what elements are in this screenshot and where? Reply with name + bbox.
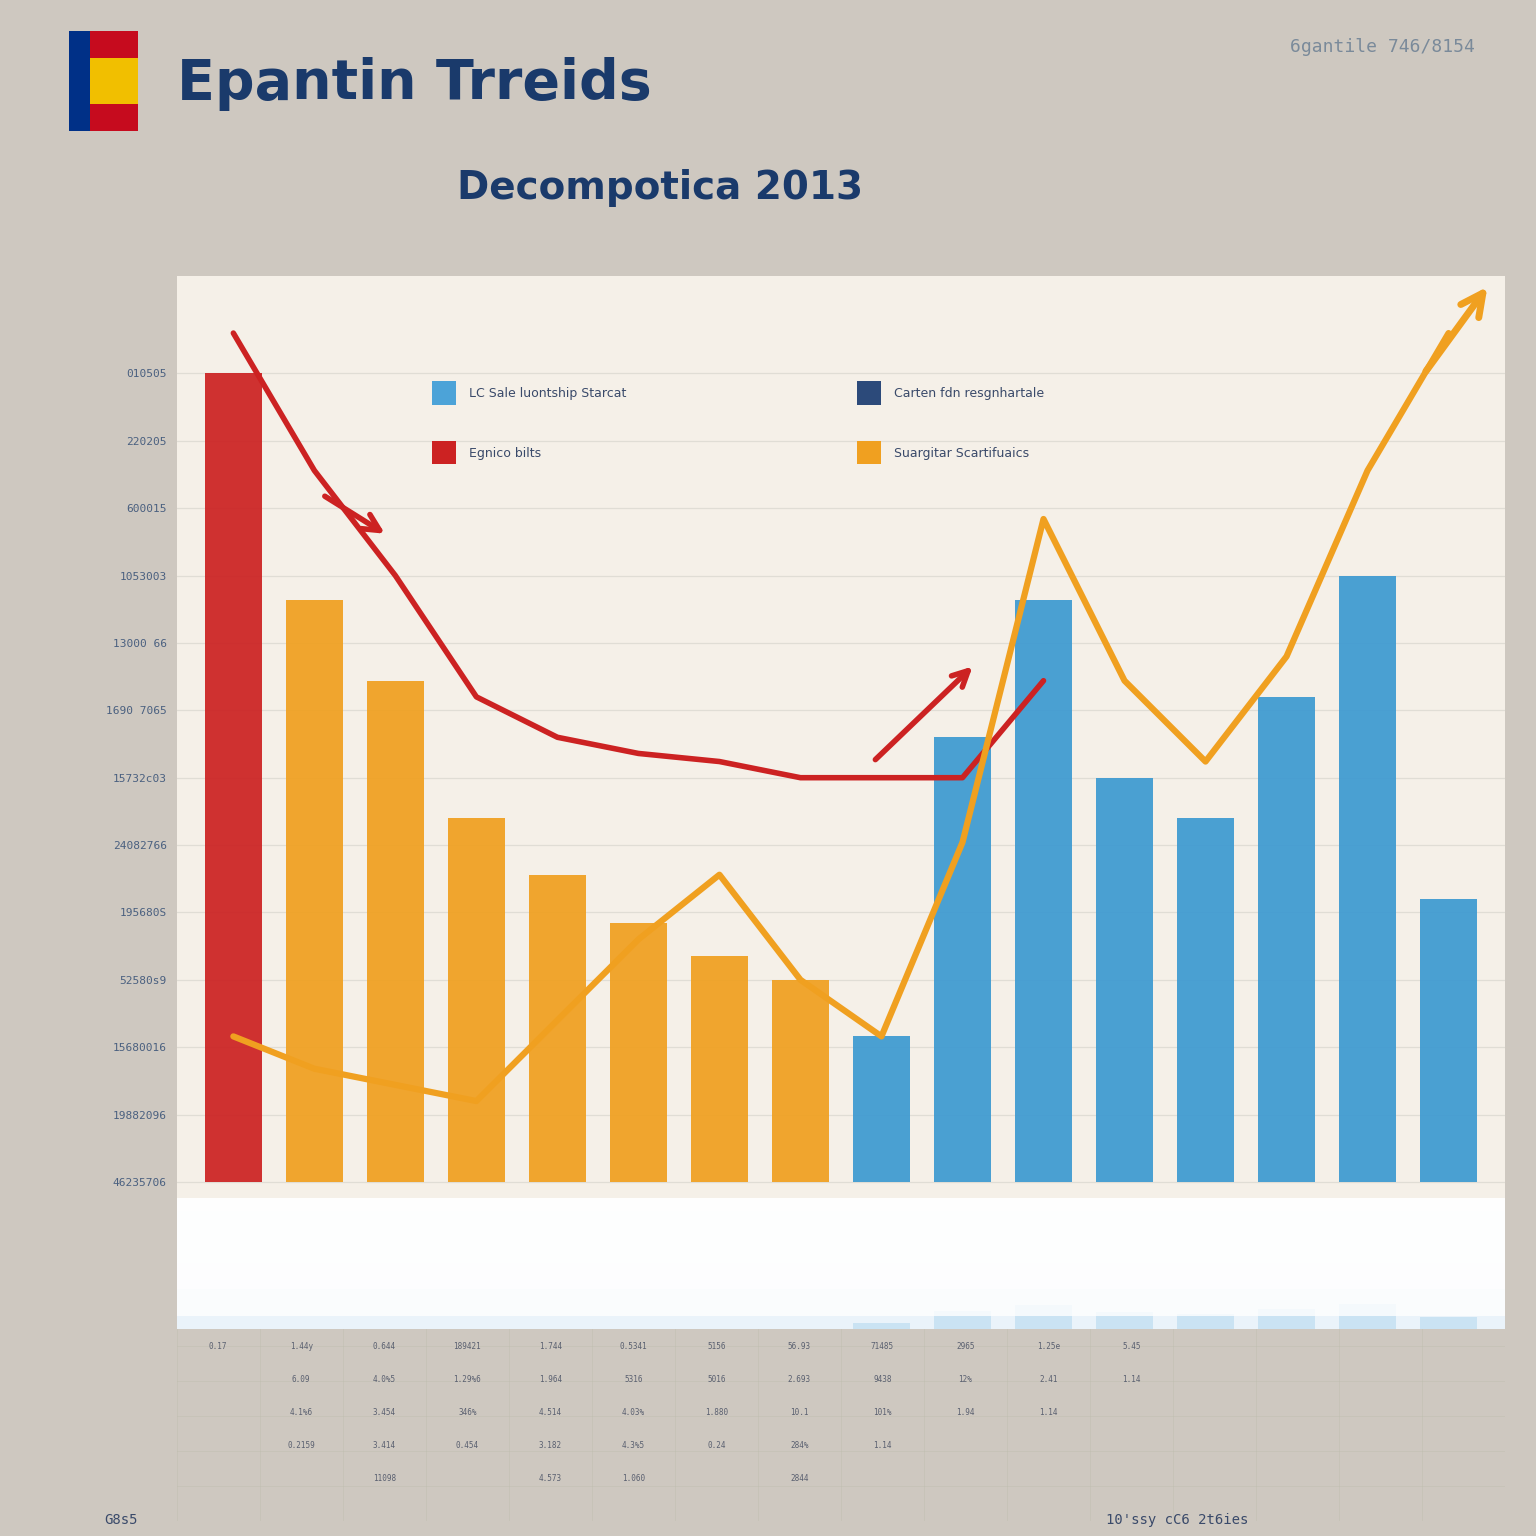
Bar	[610, 923, 667, 1181]
Bar	[773, 980, 829, 1181]
Bar	[857, 381, 880, 404]
Text: 0.454: 0.454	[456, 1441, 479, 1450]
Bar	[1339, 1304, 1396, 1329]
Bar	[1097, 777, 1154, 1181]
Text: 1.29%6: 1.29%6	[453, 1375, 481, 1384]
Text: 1.94: 1.94	[957, 1409, 975, 1416]
Text: 1.14: 1.14	[874, 1441, 892, 1450]
Text: 10.1: 10.1	[790, 1409, 808, 1416]
Text: LC Sale luontship Starcat: LC Sale luontship Starcat	[468, 387, 627, 399]
Bar	[1339, 576, 1396, 1181]
Text: 284%: 284%	[790, 1441, 808, 1450]
Bar	[177, 1198, 1536, 1238]
Bar	[1097, 1312, 1154, 1329]
Text: 6gantile 746/8154: 6gantile 746/8154	[1290, 38, 1475, 55]
Text: 9438: 9438	[874, 1375, 892, 1384]
Text: 6.09: 6.09	[292, 1375, 310, 1384]
Bar	[1258, 1309, 1315, 1329]
Bar	[204, 373, 261, 1181]
Text: 71485: 71485	[871, 1341, 894, 1350]
Text: 3.454: 3.454	[373, 1409, 396, 1416]
Text: 5.45: 5.45	[1123, 1341, 1141, 1350]
Text: 2844: 2844	[790, 1475, 808, 1484]
Bar	[69, 31, 89, 131]
Text: 2.41: 2.41	[1040, 1375, 1058, 1384]
Bar	[449, 819, 505, 1181]
Text: 4.573: 4.573	[539, 1475, 562, 1484]
Bar	[852, 1037, 909, 1181]
Bar	[1015, 1306, 1072, 1329]
Text: 1.744: 1.744	[539, 1341, 562, 1350]
Text: 4.3%5: 4.3%5	[622, 1441, 645, 1450]
Bar	[1421, 899, 1478, 1181]
Text: 10'ssy cC6 2t6ies: 10'ssy cC6 2t6ies	[1106, 1513, 1249, 1527]
Text: Decompotica 2013: Decompotica 2013	[458, 169, 863, 207]
Bar	[1258, 697, 1315, 1181]
Text: 56.93: 56.93	[788, 1341, 811, 1350]
Text: 1.44y: 1.44y	[290, 1341, 313, 1350]
Text: 1.880: 1.880	[705, 1409, 728, 1416]
Text: 0.5341: 0.5341	[619, 1341, 647, 1350]
Text: G8s5: G8s5	[104, 1513, 138, 1527]
Text: 0.2159: 0.2159	[287, 1441, 315, 1450]
Text: 4.514: 4.514	[539, 1409, 562, 1416]
Bar	[1421, 1318, 1478, 1329]
Text: 5316: 5316	[624, 1375, 642, 1384]
Text: 2.693: 2.693	[788, 1375, 811, 1384]
Text: Egnico bilts: Egnico bilts	[468, 447, 541, 459]
Bar	[528, 874, 585, 1181]
Text: 1.25e: 1.25e	[1037, 1341, 1060, 1350]
Text: Epantin Trreids: Epantin Trreids	[177, 57, 651, 111]
Text: 1.060: 1.060	[622, 1475, 645, 1484]
Text: 346%: 346%	[458, 1409, 476, 1416]
Bar	[69, 58, 138, 104]
Text: 1.964: 1.964	[539, 1375, 562, 1384]
Text: Suargitar Scartifuaics: Suargitar Scartifuaics	[894, 447, 1029, 459]
Text: 4.0%5: 4.0%5	[373, 1375, 396, 1384]
Bar	[857, 441, 880, 464]
Text: 3.182: 3.182	[539, 1441, 562, 1450]
Text: 0.17: 0.17	[209, 1341, 227, 1350]
Bar	[432, 381, 456, 404]
Text: Carten fdn resgnhartale: Carten fdn resgnhartale	[894, 387, 1044, 399]
Text: 1.14: 1.14	[1040, 1409, 1058, 1416]
Bar	[1177, 1313, 1233, 1329]
Bar	[691, 955, 748, 1181]
Text: 0.24: 0.24	[707, 1441, 725, 1450]
Text: 1.14: 1.14	[1123, 1375, 1141, 1384]
Bar	[69, 31, 138, 131]
Text: 3.414: 3.414	[373, 1441, 396, 1450]
Bar	[934, 1310, 991, 1329]
Text: 11098: 11098	[373, 1475, 396, 1484]
Text: 12%: 12%	[958, 1375, 972, 1384]
Bar	[1177, 819, 1233, 1181]
Bar	[852, 1322, 909, 1329]
Bar	[1015, 601, 1072, 1181]
Text: 5156: 5156	[707, 1341, 725, 1350]
Text: 101%: 101%	[874, 1409, 892, 1416]
Text: 189421: 189421	[453, 1341, 481, 1350]
Bar	[367, 680, 424, 1181]
Bar	[432, 441, 456, 464]
Bar	[934, 737, 991, 1181]
Bar	[177, 1198, 1536, 1263]
Text: 4.1%6: 4.1%6	[290, 1409, 313, 1416]
Text: 0.644: 0.644	[373, 1341, 396, 1350]
Text: 2965: 2965	[957, 1341, 975, 1350]
Bar	[177, 1198, 1536, 1290]
Text: 4.03%: 4.03%	[622, 1409, 645, 1416]
Bar	[177, 1198, 1536, 1210]
Text: 5016: 5016	[707, 1375, 725, 1384]
Bar	[286, 601, 343, 1181]
